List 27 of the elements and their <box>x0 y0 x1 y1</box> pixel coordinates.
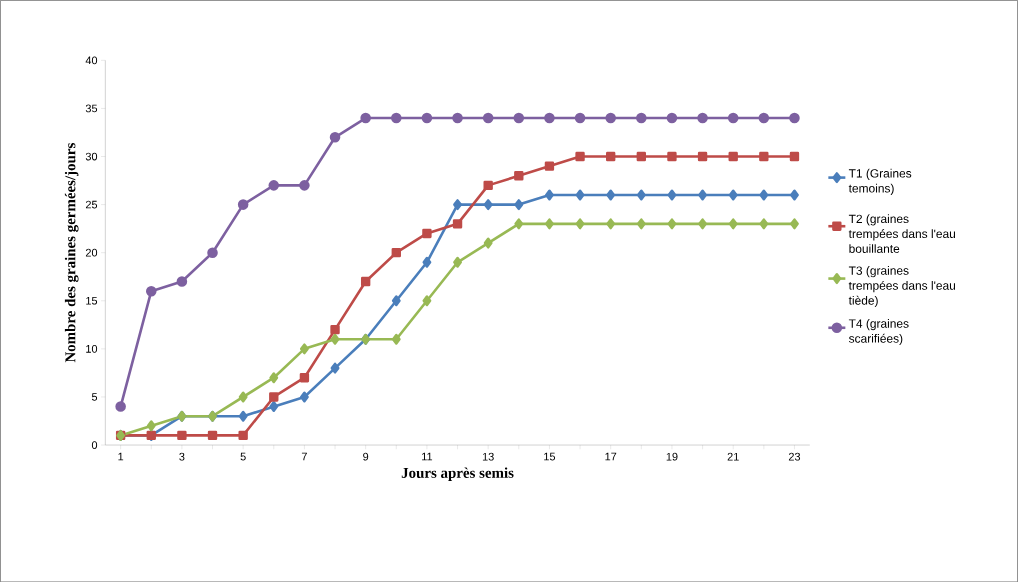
legend-label: T3 (graines trempées dans l'eau tiède) <box>848 265 956 307</box>
x-tick-label: 21 <box>727 452 739 461</box>
x-tick-label: 1 <box>118 452 124 461</box>
y-tick-label: 5 <box>91 392 98 401</box>
legend-label: T1 (Graines temoins) <box>848 168 912 195</box>
x-tick-label: 17 <box>605 452 617 461</box>
legend-label: T2 (graines trempées dans l'eau bouillante <box>848 214 956 253</box>
x-tick-label: 23 <box>788 452 801 461</box>
x-tick-label: 13 <box>482 452 494 461</box>
y-tick-label: 30 <box>85 152 98 161</box>
x-tick-label: 15 <box>544 452 556 461</box>
x-tick-label: 3 <box>179 452 185 461</box>
y-tick-label: 35 <box>85 104 98 113</box>
y-tick-label: 20 <box>85 248 98 257</box>
y-tick-label: 40 <box>85 56 98 65</box>
x-tick-label: 11 <box>422 452 433 461</box>
y-axis-title: Nombre des graines germées/jours <box>64 142 79 363</box>
x-tick-label: 5 <box>240 452 246 461</box>
x-tick-label: 7 <box>301 452 307 461</box>
y-tick-label: 15 <box>86 296 98 305</box>
x-tick-label: 19 <box>666 452 678 461</box>
y-tick-label: 10 <box>86 344 98 353</box>
legend-label: T4 (graines scarifiées) <box>848 318 909 345</box>
x-axis-title: Jours après semis <box>401 467 514 481</box>
x-tick-label: 9 <box>363 452 369 461</box>
y-tick-label: 0 <box>91 441 98 449</box>
y-tick-label: 25 <box>85 200 98 209</box>
